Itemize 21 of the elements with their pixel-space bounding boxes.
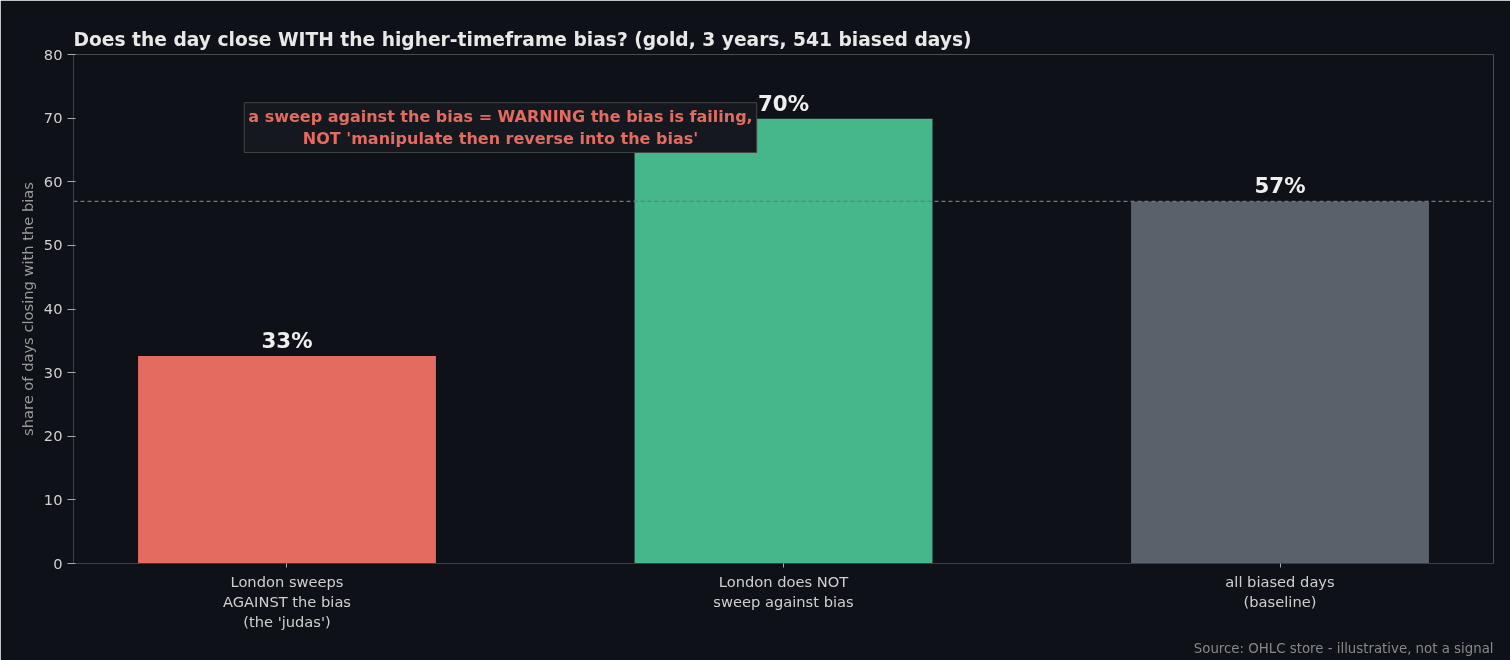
bar	[1131, 201, 1429, 564]
data-label: 57%	[1254, 173, 1306, 199]
y-tick-label: 60	[43, 172, 63, 190]
y-tick-label: 80	[43, 45, 63, 63]
annotation: a sweep against the bias = WARNING the bias is failing, NOT 'manipulate then reverse into the bias'	[248, 106, 753, 149]
source-note: Source: OHLC store - illustrative, not a signal	[1193, 640, 1494, 656]
data-label: 33%	[261, 328, 313, 354]
chart-title: Does the day close WITH the higher-timeframe bias? (gold, 3 years, 541 biased days)	[73, 28, 972, 50]
y-tick-label: 20	[43, 427, 63, 445]
bar	[138, 356, 436, 564]
x-tick-label: all biased days (baseline)	[1225, 572, 1335, 610]
y-axis-title: share of days closing with the bias	[18, 182, 36, 436]
y-tick-label: 30	[43, 363, 63, 381]
x-tick-label: London sweeps AGAINST the bias (the 'judas')	[222, 572, 352, 631]
y-tick-label: 50	[43, 236, 63, 254]
y-tick-label: 40	[43, 300, 63, 317]
x-tick-label: London does NOT sweep against bias	[713, 572, 854, 610]
y-tick-label: 10	[43, 490, 63, 508]
data-label: 70%	[757, 90, 810, 116]
y-tick-label: 70	[43, 109, 63, 127]
y-tick-label: 0	[53, 554, 63, 572]
